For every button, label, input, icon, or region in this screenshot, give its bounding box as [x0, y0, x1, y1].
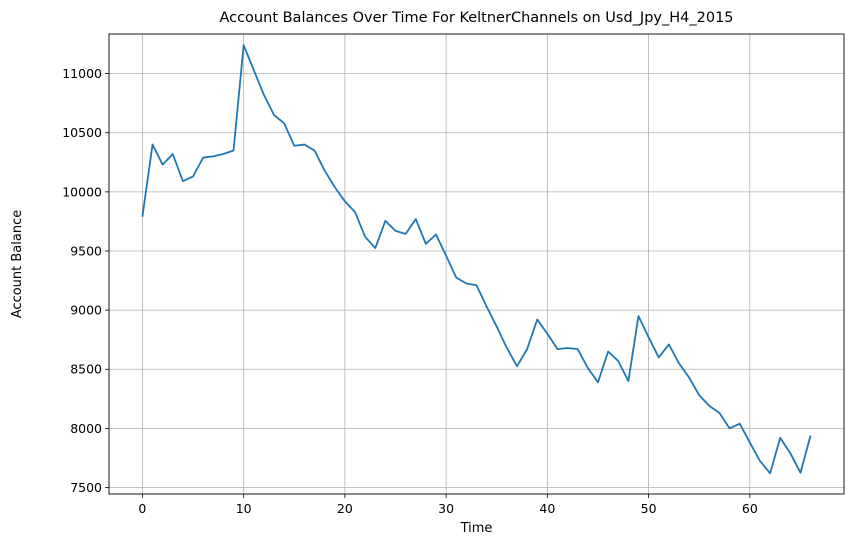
- plot-frame: [108, 33, 845, 495]
- y-tick-label: 9000: [70, 303, 102, 318]
- y-tick-label: 11000: [62, 66, 102, 81]
- x-tick-label: 60: [742, 501, 758, 516]
- y-tick-label: 7500: [70, 480, 102, 495]
- chart-title: Account Balances Over Time For KeltnerCh…: [219, 10, 733, 26]
- y-tick-label: 8000: [70, 421, 102, 436]
- x-axis-label: Time: [460, 521, 493, 536]
- y-tick-label: 10500: [62, 125, 102, 140]
- x-tick-label: 20: [337, 501, 353, 516]
- y-tick-label: 8500: [70, 362, 102, 377]
- x-axis-ticks: 0 10 20 30 40 50 60: [138, 494, 758, 516]
- x-tick-label: 40: [539, 501, 555, 516]
- grid-lines: [109, 34, 844, 494]
- y-tick-label: 10000: [62, 184, 102, 199]
- series-line: [141, 44, 812, 475]
- x-tick-label: 10: [236, 501, 252, 516]
- y-tick-label: 9500: [70, 243, 102, 258]
- x-tick-label: 50: [641, 501, 657, 516]
- y-axis-label: Account Balance: [10, 210, 25, 318]
- x-tick-label: 30: [438, 501, 454, 516]
- x-tick-label: 0: [138, 501, 146, 516]
- y-axis-ticks: 7500 8000 8500 9000 9500 10000 10500 11000: [62, 66, 109, 495]
